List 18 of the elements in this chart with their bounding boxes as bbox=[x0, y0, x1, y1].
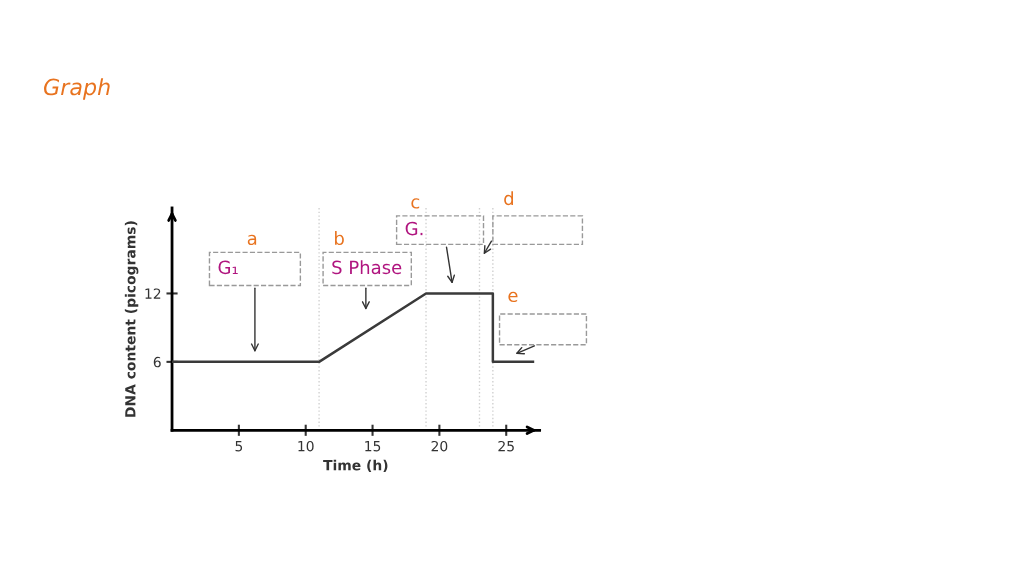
text: d bbox=[504, 191, 513, 206]
annotation: G₁ bbox=[218, 260, 238, 275]
x-tick-label: 20 bbox=[431, 440, 448, 452]
x-tick-label: 25 bbox=[498, 440, 514, 452]
y-tick-label: 12 bbox=[145, 288, 161, 299]
annotation: G. bbox=[405, 221, 423, 236]
annotation: S Phase bbox=[332, 260, 402, 275]
annotation: a bbox=[247, 234, 257, 246]
annotation: e bbox=[508, 291, 518, 303]
chart-title: Graph bbox=[44, 78, 110, 100]
annotation: b bbox=[335, 231, 344, 246]
x-tick-label: 15 bbox=[365, 441, 381, 452]
x-axis-title: Time (h) bbox=[323, 459, 388, 473]
annotation: c bbox=[411, 198, 420, 209]
x-tick-label: 10 bbox=[298, 440, 314, 452]
x-tick-label: 5 bbox=[235, 441, 243, 452]
y-axis-title: DNA content (picograms) bbox=[124, 221, 139, 417]
y-tick-label: 6 bbox=[153, 356, 161, 368]
